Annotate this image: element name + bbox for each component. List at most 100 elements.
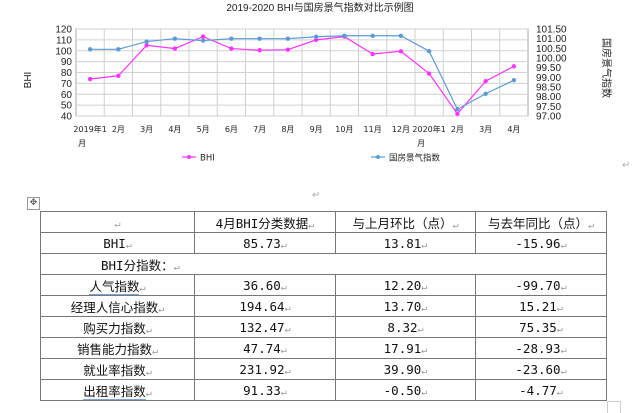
y-axis-title: BHI	[23, 72, 34, 89]
data-point	[144, 43, 149, 48]
series-line	[90, 35, 515, 111]
y-right-axis-title: 国房景气指数	[600, 38, 613, 98]
row-label-cell: 销售能力指数↵	[40, 337, 195, 359]
mom-cell: -0.50↵	[335, 379, 476, 401]
mom-cell: 13.70↵	[335, 295, 476, 317]
data-point	[116, 47, 121, 52]
data-point	[87, 47, 93, 52]
y-tick-label: 80	[61, 68, 73, 79]
x-tick-label: 11月	[364, 125, 382, 134]
x-tick-label: 2020年1	[412, 124, 445, 134]
yoy-cell: 75.35↵	[475, 316, 607, 338]
x-tick-label: 9月	[310, 125, 323, 134]
value-cell: 36.60↵	[194, 274, 336, 296]
x-tick-label: 12月	[392, 125, 410, 134]
data-point	[455, 107, 460, 112]
mom-cell: 17.91↵	[335, 337, 476, 359]
y-right-tick-label: 99.00	[536, 73, 561, 84]
value-cell: 47.74↵	[194, 337, 336, 359]
table-move-handle[interactable]: ✥	[27, 197, 40, 210]
yoy-cell: 15.21↵	[475, 295, 607, 317]
data-point	[87, 76, 93, 82]
row-label-cell: 就业率指数↵	[40, 358, 195, 380]
table-row: 购买力指数↵ 132.47↵ 8.32↵ 75.35↵	[40, 316, 607, 338]
x-tick-label: 4月	[507, 125, 520, 134]
data-point	[455, 111, 460, 117]
value-cell: 194.64↵	[194, 295, 336, 317]
x-tick-label: 3月	[140, 125, 153, 134]
y-right-tick-label: 97.50	[536, 102, 561, 113]
x-tick-label: 2月	[451, 125, 464, 134]
chart-title: 2019-2020 BHI与国房景气指数对比示例图	[226, 1, 413, 14]
data-point	[511, 78, 517, 83]
y-right-tick-label: 97.00	[536, 112, 561, 123]
table-row: BHI↵ 85.73↵ 13.81↵ -15.96↵	[40, 232, 607, 254]
table-row: 经理人信心指数↵ 194.64↵ 13.70↵ 15.21↵	[40, 295, 607, 317]
yoy-cell: -99.70↵	[475, 274, 607, 296]
data-point	[172, 36, 178, 41]
table-header-cell: 与去年同比（点）↵	[475, 211, 607, 233]
bhi-data-table: ↵ 4月BHI分类数据↵ 与上月环比（点）↵ 与去年同比（点）↵ BHI↵ 85.73↵ 1…	[40, 211, 607, 401]
legend-label: 国房景气指数	[389, 153, 441, 164]
y-right-tick-label: 100.50	[536, 44, 567, 55]
yoy-cell: -28.93↵	[475, 337, 607, 359]
x-tick-label: 月	[78, 139, 86, 148]
legend-label: BHI	[200, 154, 215, 164]
y-right-tick-label: 101.00	[536, 34, 567, 45]
data-point	[285, 47, 291, 52]
line-chart: 2019-2020 BHI与国房景气指数对比示例图 120110100908070…	[23, 1, 613, 164]
data-point	[116, 73, 121, 78]
data-point	[370, 51, 375, 57]
y-right-tick-label: 98.00	[536, 92, 561, 103]
row-label-cell: 经理人信心指数↵	[40, 295, 195, 317]
y-right-tick-label: 99.50	[536, 63, 561, 74]
y-right-tick-label: 98.50	[536, 83, 561, 94]
data-point	[313, 37, 319, 43]
data-point	[313, 34, 319, 39]
data-point	[483, 79, 488, 84]
y-tick-label: 60	[61, 90, 73, 101]
data-point	[398, 33, 404, 38]
paragraph-mark: ↵	[312, 190, 321, 201]
x-tick-label: 4月	[168, 125, 181, 134]
table-header-cell: 4月BHI分类数据↵	[194, 211, 336, 233]
table-header-cell: ↵	[40, 211, 195, 233]
x-tick-label: 8月	[281, 125, 294, 134]
data-point	[172, 46, 178, 51]
table-row: 出租率指数↵ 91.33↵ -0.50↵ -4.77↵	[40, 379, 607, 401]
table-row: BHI分指数：↵	[40, 253, 607, 275]
data-point	[229, 36, 234, 41]
row-label-cell: 人气指数↵	[40, 274, 195, 296]
data-point	[200, 34, 206, 39]
value-cell: 91.33↵	[194, 379, 336, 401]
table-header-cell: 与上月环比（点）↵	[335, 211, 476, 233]
value-cell: 231.92↵	[194, 358, 336, 380]
value-cell: 132.47↵	[194, 316, 336, 338]
x-tick-label: 7月	[253, 125, 266, 134]
mom-cell: 39.90↵	[335, 358, 476, 380]
y-tick-label: 100	[55, 46, 72, 57]
data-point	[200, 38, 206, 43]
row-label-cell: 出租率指数↵	[40, 379, 195, 401]
y-right-tick-label: 100.00	[536, 54, 567, 65]
series-line	[90, 35, 515, 115]
paragraph-mark: ↵	[622, 160, 631, 171]
data-point	[257, 36, 262, 41]
x-tick-label: 3月	[479, 125, 492, 134]
yoy-cell: -4.77↵	[475, 379, 607, 401]
mom-cell: 13.81↵	[335, 232, 476, 254]
x-tick-label: 月	[417, 139, 425, 148]
mom-cell: 12.20↵	[335, 274, 476, 296]
y-tick-label: 90	[61, 57, 73, 68]
x-tick-label: 6月	[225, 125, 238, 134]
data-point	[229, 46, 234, 51]
data-point	[398, 49, 404, 54]
data-point	[483, 91, 488, 96]
yoy-cell: -15.96↵	[475, 232, 607, 254]
table-header-row: ↵ 4月BHI分类数据↵ 与上月环比（点）↵ 与去年同比（点）↵	[40, 211, 607, 233]
table-row: 销售能力指数↵ 47.74↵ 17.91↵ -28.93↵	[40, 337, 607, 359]
table-row: 人气指数↵ 36.60↵ 12.20↵ -99.70↵	[40, 274, 607, 296]
mom-cell: 8.32↵	[335, 316, 476, 338]
table-resize-handle[interactable]	[607, 401, 621, 413]
data-point	[144, 39, 149, 44]
